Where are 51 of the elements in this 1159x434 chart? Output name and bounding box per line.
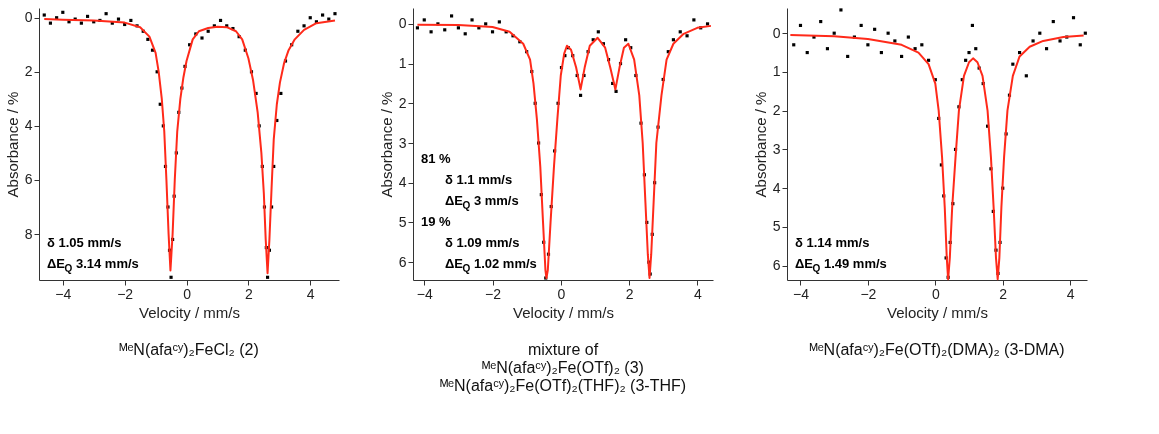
- x-tick-label: 4: [693, 285, 702, 302]
- y-tick-label: 8: [24, 225, 33, 242]
- x-tick-label: −4: [793, 285, 810, 302]
- y-axis-title: Absorbance / %: [377, 91, 395, 198]
- x-tick-label: −2: [860, 285, 877, 302]
- x-axis-title: Velocity / mm/s: [513, 303, 614, 321]
- x-tick-label: 4: [1066, 285, 1075, 302]
- y-tick-label: 0: [24, 9, 33, 26]
- y-tick-label: 1: [398, 55, 407, 72]
- x-tick-label: 0: [183, 285, 192, 302]
- y-tick-label: 0: [772, 24, 781, 41]
- y-tick-label: 2: [24, 63, 33, 80]
- annotation: δ 1.14 mm/s: [795, 235, 870, 250]
- text: ᴹᵉN(afaᶜʸ)₂Fe(OTf)₂ (3): [482, 359, 644, 376]
- y-tick-label: 6: [772, 257, 781, 274]
- y-tick-label: 3: [398, 134, 407, 151]
- y-tick-label: 6: [398, 253, 407, 270]
- x-tick-label: 2: [625, 285, 634, 302]
- text: ᴹᵉN(afaᶜʸ)₂Fe(OTf)₂(THF)₂ (3-THF): [439, 377, 687, 394]
- y-tick-label: 4: [24, 117, 33, 134]
- y-tick-label: 0: [398, 15, 407, 32]
- y-tick-label: 4: [398, 174, 407, 191]
- y-axis-title: Absorbance / %: [3, 91, 21, 198]
- y-tick-label: 5: [772, 218, 781, 235]
- text: ᴹᵉN(afaᶜʸ)₂FeCl₂ (2): [119, 341, 259, 358]
- x-axis-title: Velocity / mm/s: [887, 303, 988, 321]
- annotation: δ 1.09 mm/s: [445, 235, 520, 250]
- x-tick-label: −2: [485, 285, 502, 302]
- text: mixture of: [527, 341, 599, 358]
- x-tick-label: −4: [416, 285, 433, 302]
- x-tick-label: 2: [999, 285, 1008, 302]
- annotation: 19 %: [421, 214, 452, 229]
- x-tick-label: −4: [55, 285, 72, 302]
- y-tick-label: 2: [398, 94, 407, 111]
- annotation: δ 1.1 mm/s: [445, 172, 513, 187]
- y-axis-title: Absorbance / %: [751, 91, 769, 198]
- x-tick-label: 4: [306, 285, 315, 302]
- y-tick-label: 5: [398, 213, 407, 230]
- y-tick-label: 2: [772, 102, 781, 119]
- y-tick-label: 1: [772, 63, 781, 80]
- annotation: 81 %: [421, 151, 452, 166]
- text: ᴹᵉN(afaᶜʸ)₂Fe(OTf)₂(DMA)₂ (3-DMA): [809, 341, 1065, 358]
- x-tick-label: 0: [931, 285, 940, 302]
- y-tick-label: 3: [772, 140, 781, 157]
- x-tick-label: 0: [557, 285, 566, 302]
- annotation: δ 1.05 mm/s: [47, 235, 122, 250]
- x-axis-title: Velocity / mm/s: [139, 303, 240, 321]
- x-tick-label: 2: [244, 285, 253, 302]
- x-tick-label: −2: [117, 285, 134, 302]
- y-tick-label: 4: [772, 179, 781, 196]
- y-tick-label: 6: [24, 171, 33, 188]
